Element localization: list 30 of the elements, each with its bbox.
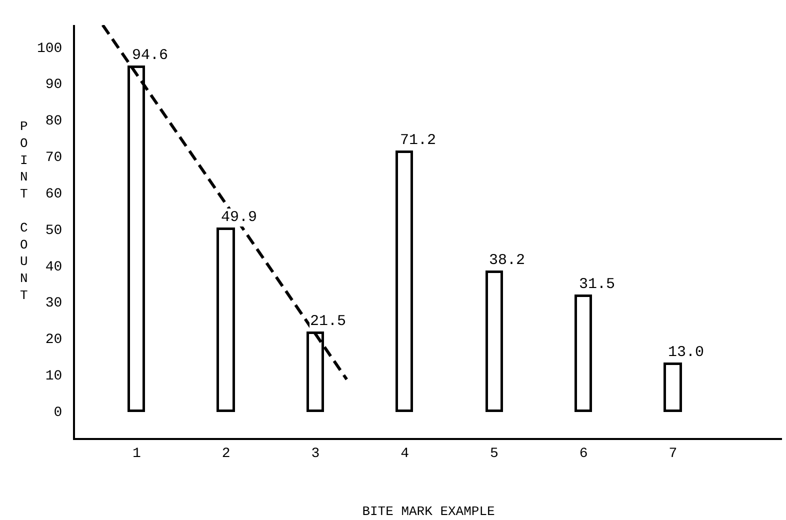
bar bbox=[574, 294, 592, 412]
x-axis-title: BITE MARK EXAMPLE bbox=[362, 504, 496, 519]
y-tick-label: 80 bbox=[45, 114, 62, 130]
x-tick-label: 1 bbox=[132, 446, 141, 462]
data-label: 71.2 bbox=[400, 132, 436, 149]
data-label: 94.6 bbox=[132, 47, 168, 64]
y-tick-label: 50 bbox=[45, 222, 62, 239]
x-tick-label: 4 bbox=[400, 446, 410, 462]
data-label: 13.0 bbox=[668, 344, 704, 361]
y-tick-label: 30 bbox=[45, 296, 62, 312]
x-tick-label: 3 bbox=[311, 446, 320, 462]
y-tick-label: 40 bbox=[45, 259, 62, 276]
bar bbox=[486, 270, 503, 412]
x-tick-label: 5 bbox=[490, 446, 498, 462]
data-label: 38.2 bbox=[489, 252, 526, 269]
data-label: 21.5 bbox=[310, 313, 346, 330]
y-tick-label: 100 bbox=[36, 40, 62, 57]
y-tick-label: 60 bbox=[45, 186, 62, 202]
text: POINT COUNT bbox=[20, 119, 28, 303]
y-tick-label: 0 bbox=[54, 404, 62, 421]
data-label: 49.9 bbox=[221, 209, 258, 226]
x-tick-label: 2 bbox=[222, 446, 230, 462]
x-tick-label: 7 bbox=[668, 446, 678, 462]
data-label: 31.5 bbox=[579, 276, 616, 293]
y-tick-label: 70 bbox=[45, 150, 62, 166]
y-tick-label: 20 bbox=[45, 332, 62, 348]
y-tick-label: 10 bbox=[45, 368, 62, 385]
bar bbox=[396, 150, 413, 412]
x-tick-label: 6 bbox=[579, 446, 588, 462]
y-tick-label: 90 bbox=[45, 77, 62, 94]
